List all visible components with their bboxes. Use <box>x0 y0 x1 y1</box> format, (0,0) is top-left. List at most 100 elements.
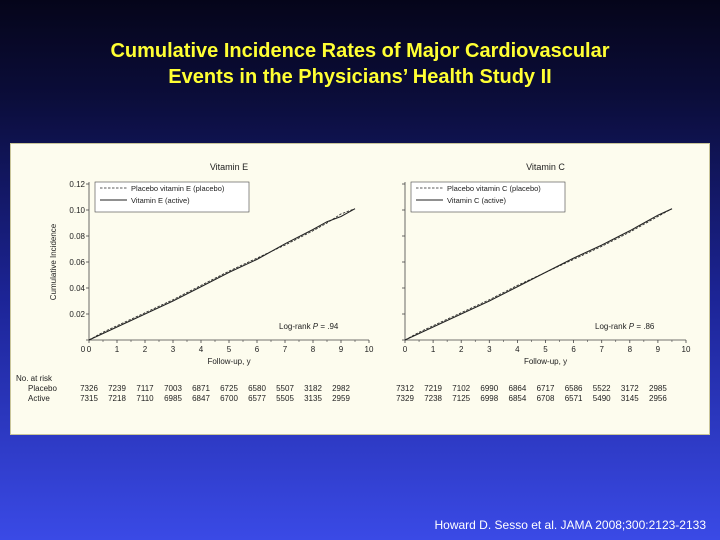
at-risk-value: 6864 <box>509 384 527 393</box>
at-risk-value: 6717 <box>537 384 555 393</box>
at-risk-value: 5505 <box>276 394 294 403</box>
y-tick-label: 0.04 <box>69 284 85 293</box>
at-risk-value: 7238 <box>424 394 442 403</box>
x-tick-label: 3 <box>487 345 492 354</box>
legend-entry: Placebo vitamin E (placebo) <box>131 184 225 193</box>
chart-panel: Vitamin E 0 1 2 3 4 5 6 7 8 9 10 Follow-up, y 0.02 0.0… <box>10 143 710 435</box>
log-rank-prefix: Log-rank <box>595 322 629 331</box>
at-risk-value: 7239 <box>108 384 126 393</box>
at-risk-value: 2985 <box>649 384 667 393</box>
at-risk-value: 7125 <box>452 394 470 403</box>
at-risk-row-label: Placebo <box>28 384 57 393</box>
legend-box <box>410 181 566 213</box>
series-line-active <box>88 208 356 341</box>
at-risk-value: 3182 <box>304 384 322 393</box>
x-tick-label: 5 <box>543 345 548 354</box>
at-risk-value: 5507 <box>276 384 294 393</box>
x-tick-label: 6 <box>571 345 576 354</box>
x-tick-label: 1 <box>115 345 120 354</box>
x-tick-label: 10 <box>365 345 374 354</box>
at-risk-value: 6985 <box>164 394 182 403</box>
y-tick-label: 0.06 <box>69 258 85 267</box>
at-risk-value: 7218 <box>108 394 126 403</box>
x-axis-label: Follow-up, y <box>207 357 250 366</box>
x-tick-label: 2 <box>459 345 464 354</box>
x-tick-label: 8 <box>628 345 633 354</box>
legend-entry: Vitamin C (active) <box>447 196 507 205</box>
at-risk-value: 2982 <box>332 384 350 393</box>
log-rank-annotation: Log-rank P = .86 <box>595 322 655 331</box>
at-risk-value: 6998 <box>480 394 498 403</box>
x-tick-label: 6 <box>255 345 260 354</box>
at-risk-value: 6854 <box>509 394 527 403</box>
at-risk-row-label: Active <box>28 394 50 403</box>
series-line-placebo <box>88 208 356 341</box>
x-tick-label: 8 <box>311 345 316 354</box>
at-risk-value: 6847 <box>192 394 210 403</box>
x-tick-label: 9 <box>656 345 661 354</box>
log-rank-p: P <box>313 322 319 331</box>
at-risk-value: 6571 <box>565 394 583 403</box>
at-risk-value: 6700 <box>220 394 238 403</box>
at-risk-value: 3172 <box>621 384 639 393</box>
at-risk-header: No. at risk <box>16 374 53 383</box>
at-risk-value: 6990 <box>480 384 498 393</box>
x-tick-label: 0 <box>87 345 92 354</box>
log-rank-prefix: Log-rank <box>279 322 313 331</box>
x-tick-label: 2 <box>143 345 148 354</box>
at-risk-value: 6871 <box>192 384 210 393</box>
x-tick-label: 1 <box>431 345 436 354</box>
y-tick-label: 0.08 <box>69 232 85 241</box>
at-risk-value: 7003 <box>164 384 182 393</box>
log-rank-value: = .86 <box>634 322 655 331</box>
y-tick-label: 0.12 <box>69 180 85 189</box>
x-tick-label: 10 <box>682 345 691 354</box>
at-risk-value: 6577 <box>248 394 266 403</box>
x-tick-label: 4 <box>515 345 520 354</box>
y-axis-label: Cumulative Incidence <box>49 223 58 300</box>
at-risk-value: 6586 <box>565 384 583 393</box>
slide-title-line-2: Events in the Physicians’ Health Study I… <box>168 66 552 88</box>
at-risk-value: 5490 <box>593 394 611 403</box>
log-rank-value: = .94 <box>318 322 339 331</box>
x-tick-label: 3 <box>171 345 176 354</box>
at-risk-value: 7110 <box>136 394 154 403</box>
at-risk-value: 6725 <box>220 384 238 393</box>
log-rank-p: P <box>629 322 635 331</box>
x-axis-label: Follow-up, y <box>524 357 567 366</box>
y-tick-label: 0 <box>81 345 86 354</box>
y-tick-label: 0.02 <box>69 310 85 319</box>
chart-title: Vitamin E <box>210 162 248 172</box>
legend-entry: Vitamin E (active) <box>131 196 190 205</box>
at-risk-value: 5522 <box>593 384 611 393</box>
at-risk-value: 3135 <box>304 394 322 403</box>
at-risk-value: 7312 <box>396 384 414 393</box>
chart-title: Vitamin C <box>526 162 565 172</box>
citation: Howard D. Sesso et al. JAMA 2008;300:212… <box>434 518 707 532</box>
x-tick-label: 4 <box>199 345 204 354</box>
at-risk-value: 6580 <box>248 384 266 393</box>
y-tick-label: 0.10 <box>69 206 85 215</box>
slide-title-line-1: Cumulative Incidence Rates of Major Card… <box>110 40 610 62</box>
at-risk-value: 2956 <box>649 394 667 403</box>
log-rank-annotation: Log-rank P = .94 <box>279 322 339 331</box>
legend-box <box>94 181 250 213</box>
at-risk-value: 7329 <box>396 394 414 403</box>
slide-title: Cumulative Incidence Rates of Major Card… <box>0 38 720 90</box>
at-risk-value: 7315 <box>80 394 98 403</box>
at-risk-value: 3145 <box>621 394 639 403</box>
at-risk-value: 2959 <box>332 394 350 403</box>
series-line-placebo <box>404 208 673 341</box>
x-tick-label: 5 <box>227 345 232 354</box>
at-risk-value: 7117 <box>136 384 154 393</box>
at-risk-value: 7102 <box>452 384 470 393</box>
x-tick-label: 9 <box>339 345 344 354</box>
at-risk-value: 7219 <box>424 384 442 393</box>
x-tick-label: 0 <box>403 345 408 354</box>
series-line-active <box>404 208 673 341</box>
at-risk-value: 7326 <box>80 384 98 393</box>
legend-entry: Placebo vitamin C (placebo) <box>447 184 541 193</box>
x-tick-label: 7 <box>599 345 604 354</box>
at-risk-value: 6708 <box>537 394 555 403</box>
